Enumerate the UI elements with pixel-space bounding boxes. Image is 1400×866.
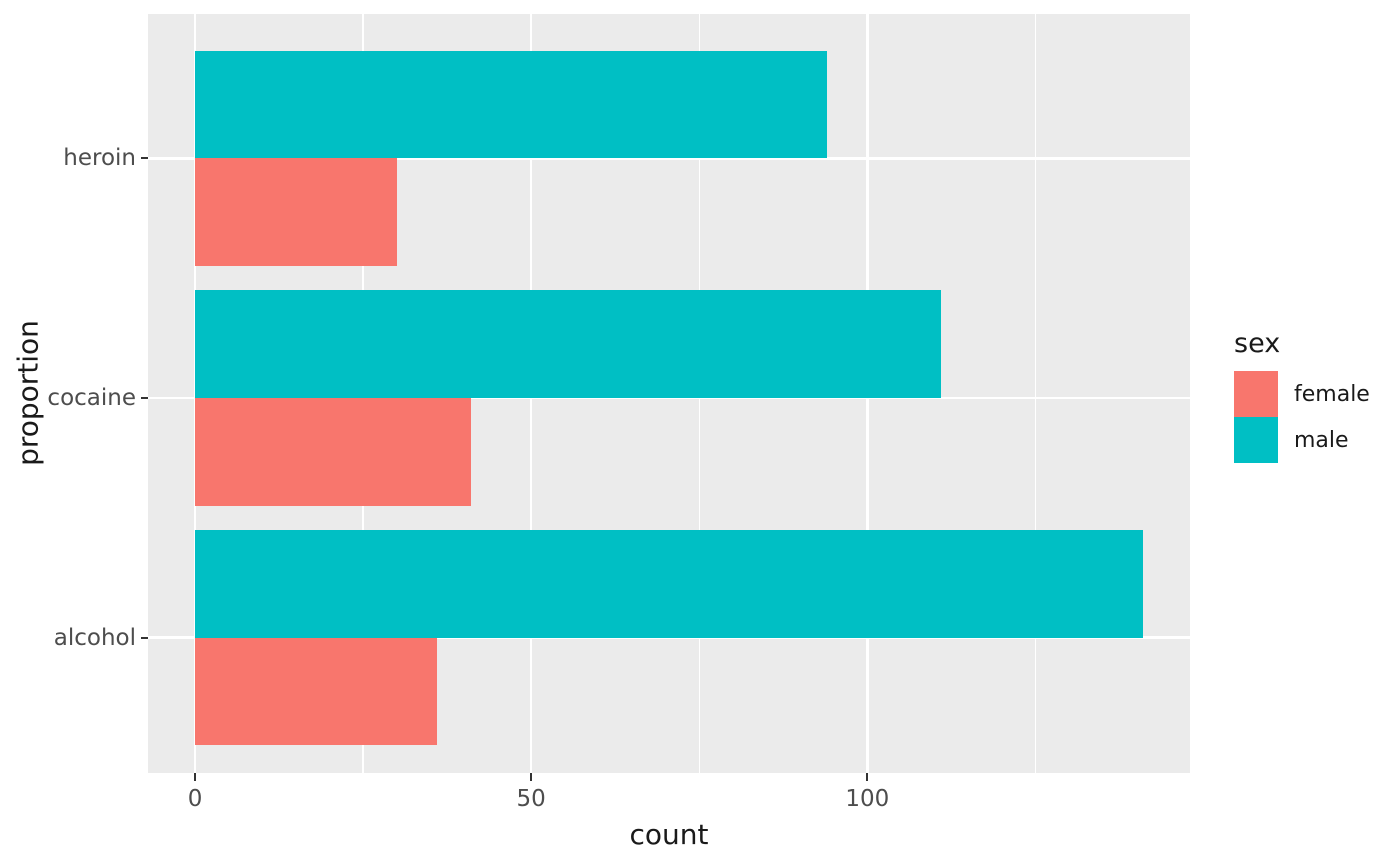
y-axis-title: proportion — [11, 320, 45, 466]
plot-panel — [148, 14, 1190, 773]
y-tick-mark — [141, 636, 148, 639]
legend-key-female — [1234, 371, 1278, 417]
x-tick-mark — [530, 773, 533, 781]
legend-label: male — [1294, 427, 1349, 453]
x-tick-mark — [866, 773, 869, 781]
y-category-label: alcohol — [53, 624, 136, 651]
legend-entry-female: female — [1234, 371, 1370, 417]
bar-heroin-male — [195, 50, 827, 159]
major-gridline — [148, 157, 1190, 160]
y-tick-mark — [141, 396, 148, 400]
legend: sex female male — [1234, 328, 1370, 463]
x-tick-mark — [193, 773, 197, 781]
legend-entry-male: male — [1234, 417, 1370, 463]
bar-alcohol-male — [195, 529, 1143, 638]
x-tick-label: 50 — [516, 786, 546, 812]
legend-title: sex — [1234, 328, 1281, 359]
legend-key-male — [1234, 417, 1278, 463]
major-gridline — [148, 636, 1190, 639]
x-tick-label: 0 — [187, 786, 203, 812]
legend-label: female — [1294, 381, 1370, 407]
legend-entries: female male — [1234, 371, 1370, 463]
y-category-label: heroin — [63, 145, 136, 172]
x-axis-title: count — [629, 818, 709, 851]
bar-heroin-female — [195, 158, 397, 267]
bar-cocaine-male — [195, 290, 942, 398]
major-gridline — [148, 396, 1190, 400]
minor-gridline — [1034, 14, 1037, 773]
y-tick-mark — [141, 157, 148, 160]
bar-cocaine-female — [195, 398, 471, 506]
x-tick-label: 100 — [845, 786, 890, 812]
y-category-label: cocaine — [47, 385, 136, 411]
bar-alcohol-female — [195, 637, 438, 746]
